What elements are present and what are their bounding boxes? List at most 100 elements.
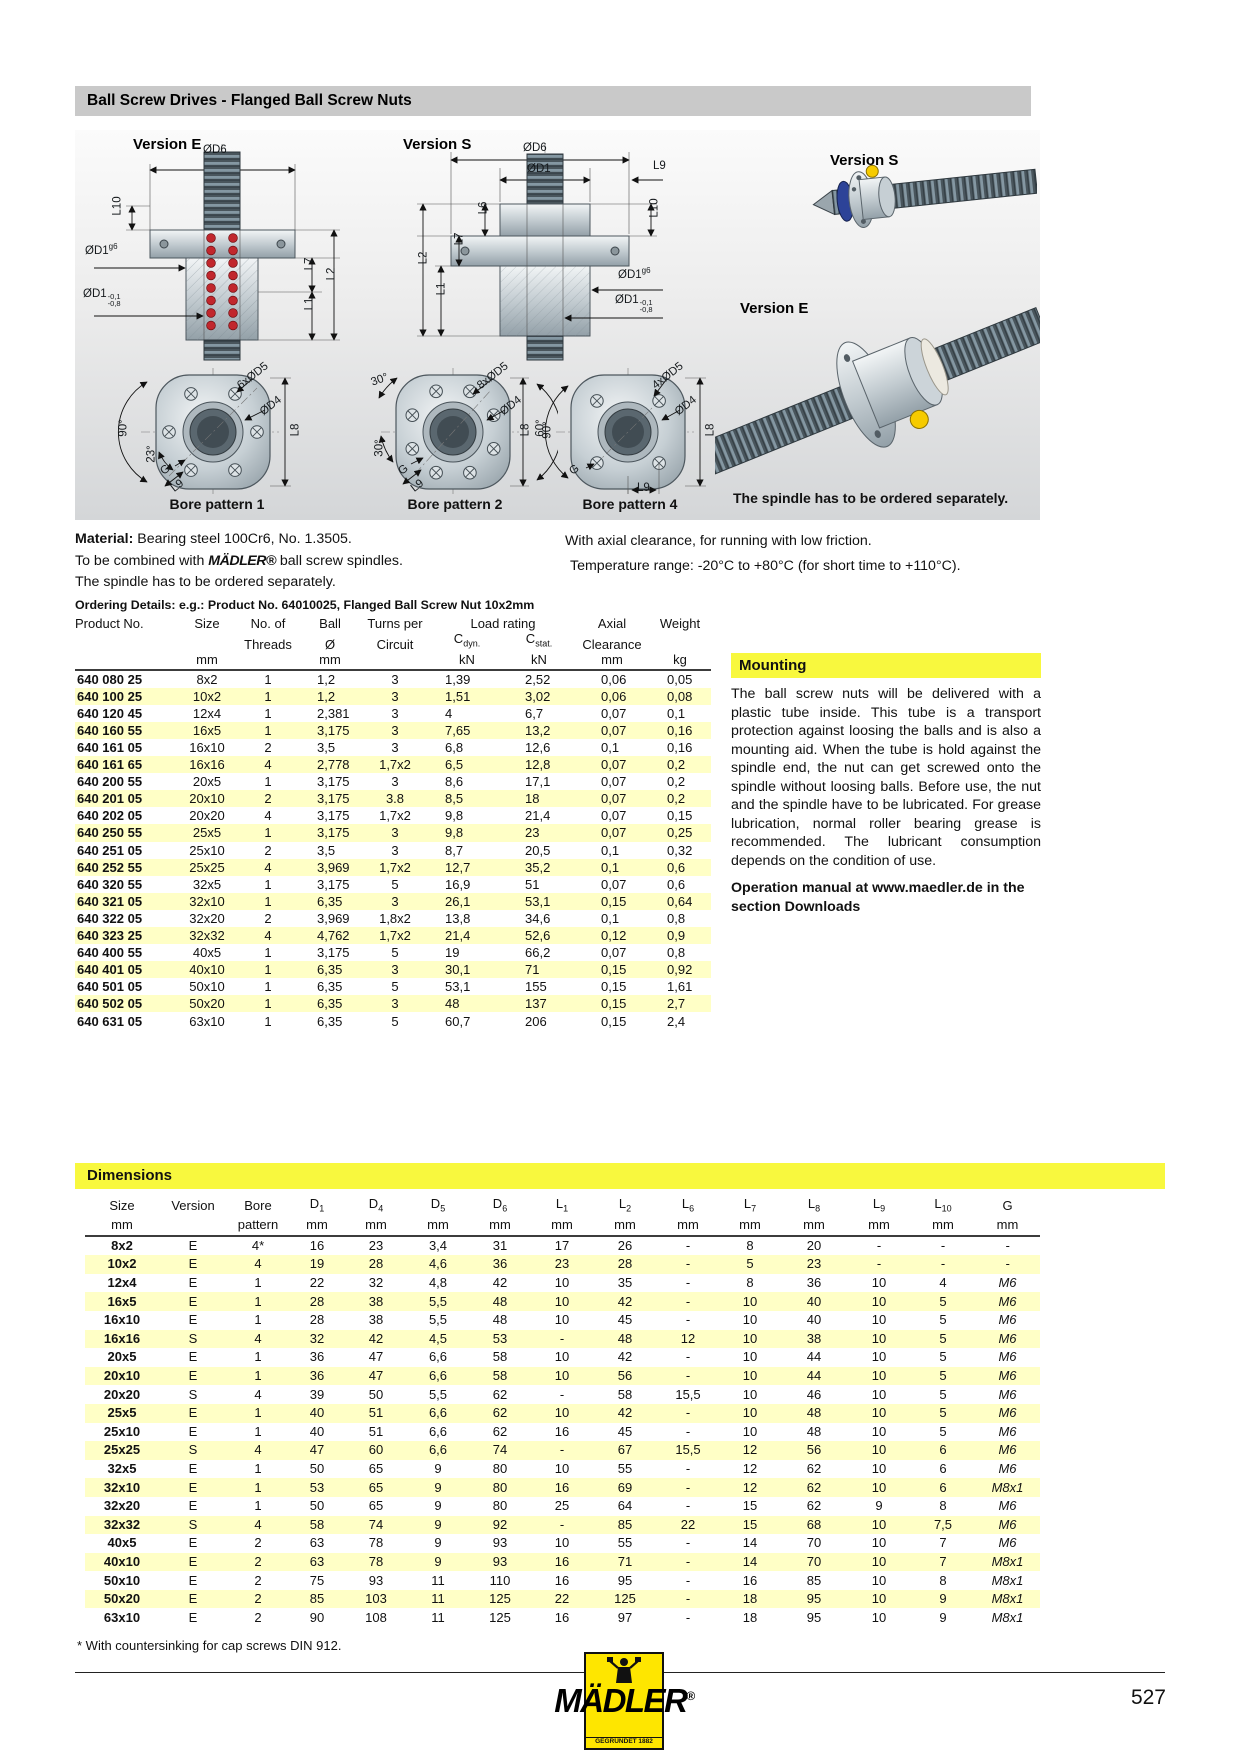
cell: 38	[368, 1293, 384, 1309]
cell: 0,2	[667, 774, 686, 790]
cell: 640 161 65	[77, 757, 143, 773]
cell: 44	[806, 1368, 822, 1384]
cell: 1,39	[445, 671, 471, 687]
cell: 36	[492, 1256, 508, 1272]
col-header: D6	[492, 1196, 508, 1214]
cell: -	[1005, 1256, 1010, 1272]
cell: M8x1	[991, 1572, 1024, 1588]
page-title: Ball Screw Drives - Flanged Ball Screw N…	[87, 92, 412, 109]
cell: 0,15	[601, 996, 627, 1012]
cell: -	[685, 1349, 691, 1365]
table-row: 640 321 05 32x10 1 6,35 3 26,1 53,1 0,15 0,64	[75, 892, 711, 910]
cell: 12	[742, 1479, 758, 1495]
table-row: 640 322 05 32x20 2 3,969 1,8x2 13,8 34,6 0,1 0,8	[75, 910, 711, 927]
cell: 4,762	[317, 928, 350, 944]
cell: 0,06	[601, 688, 627, 704]
cell: 12,7	[445, 859, 471, 875]
intro-text: Material: Bearing steel 100Cr6, No. 1.35…	[75, 529, 534, 616]
cell: 90	[309, 1609, 325, 1625]
cell: 47	[368, 1349, 384, 1365]
cell: 0,05	[667, 671, 693, 687]
cell: 22	[309, 1275, 325, 1291]
cell: 20x10	[189, 791, 225, 807]
cell: 55	[617, 1461, 633, 1477]
cell: M6	[998, 1349, 1017, 1365]
cell: 16	[554, 1572, 570, 1588]
page-number: 527	[1130, 1686, 1166, 1709]
cell: 0,07	[601, 945, 627, 961]
cell: 6	[939, 1479, 947, 1495]
cell: 3	[391, 962, 399, 978]
cell: M6	[998, 1275, 1017, 1291]
table-row: 10x2 E 4 19 28 4,6 36 23 28 - 5 23 - - -	[85, 1255, 1040, 1274]
cell: 2	[254, 1553, 262, 1569]
cell: 40x5	[107, 1535, 137, 1551]
cell: 1	[264, 945, 272, 961]
cell: 58	[309, 1516, 325, 1532]
cell: 10	[871, 1461, 887, 1477]
cell: 6,35	[317, 1013, 343, 1029]
mounting-section: Mounting The ball screw nuts will be del…	[731, 653, 1041, 916]
cell: -	[940, 1237, 946, 1253]
cell: 1	[264, 671, 272, 687]
cell: E	[188, 1553, 198, 1569]
cell: 53,1	[445, 979, 471, 995]
cell: 10	[554, 1405, 570, 1421]
cell: 10	[554, 1293, 570, 1309]
cell: 2	[254, 1609, 262, 1625]
cell: 8,7	[445, 842, 464, 858]
photo-version-e-label: Version E	[740, 300, 809, 317]
col-header: G	[1002, 1198, 1013, 1214]
cell: 4	[254, 1386, 262, 1402]
col-unit-size: mm	[179, 651, 235, 671]
cell: 0,1	[601, 859, 620, 875]
cell: 4	[445, 705, 453, 721]
cell: E	[188, 1368, 198, 1384]
cell: 0,07	[601, 876, 627, 892]
cell: M6	[998, 1535, 1017, 1551]
cell: 6,6	[428, 1423, 448, 1439]
cell: 10	[554, 1461, 570, 1477]
cell: 32x5	[192, 876, 222, 892]
cell: 16	[554, 1609, 570, 1625]
cell: 1	[264, 1013, 272, 1029]
cell: 20x20	[189, 808, 225, 824]
cell: 0,25	[667, 825, 693, 841]
cell: 80	[492, 1461, 508, 1477]
cell: 20x5	[107, 1349, 137, 1365]
cell: 8x2	[196, 671, 218, 687]
spindle	[526, 153, 564, 205]
cell: 10	[871, 1386, 887, 1402]
table-row: 640 252 55 25x25 4 3,969 1,7x2 12,7 35,2 0,1 0,6	[75, 858, 711, 876]
cell: 75	[309, 1572, 325, 1588]
cell: M6	[998, 1405, 1017, 1421]
cell: 1	[264, 876, 272, 892]
cell: 155	[525, 979, 547, 995]
cell: 28	[309, 1293, 325, 1309]
cell: 6,35	[317, 996, 343, 1012]
cell: 5	[939, 1386, 947, 1402]
cell: 62	[806, 1461, 822, 1477]
cell: 8	[746, 1275, 754, 1291]
cell: 10	[871, 1293, 887, 1309]
table-row: 640 401 05 40x10 1 6,35 3 30,1 71 0,15 0,92	[75, 961, 711, 979]
spindle-note-line: The spindle has to be ordered separately…	[75, 574, 336, 590]
cell: 53	[309, 1479, 325, 1495]
cell: 25x10	[189, 842, 225, 858]
cell: 12x4	[107, 1275, 137, 1291]
cell: 0,07	[601, 825, 627, 841]
cell: 85	[309, 1591, 325, 1607]
cell: 9,8	[445, 808, 464, 824]
table-row: 20x20 S 4 39 50 5,5 62 - 58 15,5 10 46 10 5 M6	[85, 1385, 1040, 1404]
col-header-axial: Axial	[597, 616, 627, 631]
spindle	[203, 151, 241, 231]
cell: M8x1	[991, 1591, 1024, 1607]
cell: 4	[264, 859, 272, 875]
cell: 35	[617, 1275, 633, 1291]
cell: 0,07	[601, 774, 627, 790]
cell: 65	[368, 1479, 384, 1495]
cell: 0,16	[667, 740, 693, 756]
balls	[206, 233, 238, 331]
cell: 35,2	[525, 859, 551, 875]
cell: 1	[264, 979, 272, 995]
